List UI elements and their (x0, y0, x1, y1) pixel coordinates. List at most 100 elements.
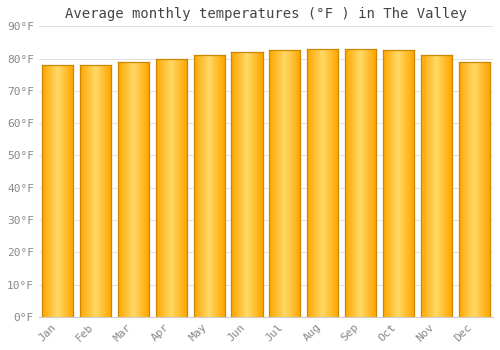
Bar (299, 50, 300, 317)
Bar (276, 50, 277, 317)
Bar (48, 65, 49, 317)
Bar (401, 50, 402, 317)
Bar (202, 55, 203, 317)
Bar (174, 58, 175, 317)
Bar (110, 65, 111, 317)
Bar (310, 49, 311, 317)
Bar (467, 62, 468, 317)
Bar (359, 49, 360, 317)
Bar (259, 52, 260, 317)
Bar (59, 65, 60, 317)
Bar (289, 50, 290, 317)
Bar (298, 50, 299, 317)
Bar (307, 49, 308, 317)
Bar (488, 62, 489, 317)
Bar (240, 52, 241, 317)
Bar (460, 62, 461, 317)
Bar (384, 50, 385, 317)
Bar (272, 50, 273, 317)
Bar (437, 55, 438, 317)
Bar (331, 49, 332, 317)
Bar (81, 65, 82, 317)
Bar (354, 49, 355, 317)
Bar (132, 62, 133, 317)
Bar (63, 65, 64, 317)
Bar (96, 65, 97, 317)
Bar (177, 58, 178, 317)
Bar (280, 50, 281, 317)
Bar (369, 49, 370, 317)
Bar (140, 62, 141, 317)
Bar (254, 52, 255, 317)
Bar (410, 50, 411, 317)
Bar (363, 49, 364, 317)
Bar (411, 50, 412, 317)
Bar (130, 62, 131, 317)
Bar (320, 49, 321, 317)
Bar (388, 50, 389, 317)
Bar (169, 58, 170, 317)
Bar (101, 65, 102, 317)
Bar (156, 58, 157, 317)
Bar (485, 62, 486, 317)
Bar (172, 58, 173, 317)
Bar (133, 62, 134, 317)
Bar (315, 49, 316, 317)
Bar (360, 49, 361, 317)
Bar (214, 55, 215, 317)
Bar (484, 62, 485, 317)
Bar (328, 49, 329, 317)
Bar (162, 58, 163, 317)
Bar (233, 52, 234, 317)
Bar (219, 55, 220, 317)
Bar (353, 49, 354, 317)
Bar (318, 49, 319, 317)
Bar (324, 49, 325, 317)
Bar (479, 62, 480, 317)
Bar (447, 55, 448, 317)
Bar (246, 52, 247, 317)
Bar (402, 50, 403, 317)
Bar (473, 62, 474, 317)
Bar (439, 55, 440, 317)
Bar (349, 49, 350, 317)
Bar (176, 58, 177, 317)
Bar (435, 55, 436, 317)
Bar (395, 50, 396, 317)
Bar (122, 62, 123, 317)
Bar (235, 52, 236, 317)
Bar (476, 62, 477, 317)
Bar (178, 58, 179, 317)
Bar (135, 62, 136, 317)
Bar (126, 62, 127, 317)
Bar (211, 55, 212, 317)
Bar (451, 55, 452, 317)
Bar (469, 62, 470, 317)
Bar (127, 62, 128, 317)
Bar (184, 58, 186, 317)
Bar (131, 62, 132, 317)
Bar (180, 58, 181, 317)
Bar (186, 58, 187, 317)
Bar (53, 65, 54, 317)
Bar (249, 52, 250, 317)
Bar (459, 62, 460, 317)
Bar (55, 65, 56, 317)
Bar (373, 49, 374, 317)
Bar (163, 58, 164, 317)
Bar (413, 50, 414, 317)
Bar (234, 52, 235, 317)
Bar (308, 49, 310, 317)
Bar (348, 49, 349, 317)
Bar (200, 55, 201, 317)
Bar (423, 55, 424, 317)
Bar (143, 62, 144, 317)
Bar (255, 52, 256, 317)
Bar (356, 49, 357, 317)
Bar (120, 62, 121, 317)
Bar (321, 49, 322, 317)
Bar (91, 65, 92, 317)
Bar (475, 62, 476, 317)
Bar (237, 52, 238, 317)
Bar (345, 49, 346, 317)
